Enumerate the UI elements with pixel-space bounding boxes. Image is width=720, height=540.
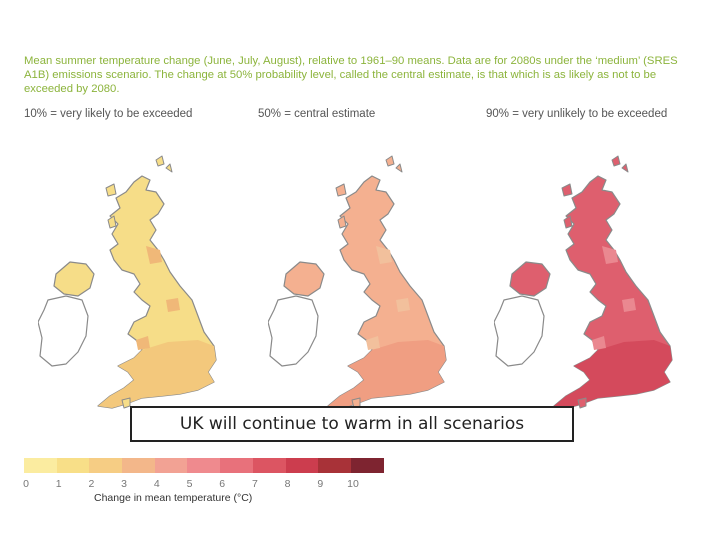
uk-map-10-percent [38, 155, 217, 409]
ireland-outline [38, 295, 89, 367]
island-region [395, 163, 403, 173]
scale-tick-label: 7 [251, 478, 258, 490]
scale-swatch [220, 458, 253, 473]
island-region [611, 155, 621, 167]
uk-map-90-percent [494, 155, 673, 409]
island-region [105, 183, 117, 197]
uk-map-50-percent [268, 155, 447, 409]
island-region [107, 215, 117, 229]
island-region [121, 397, 131, 409]
northern-ireland-region [53, 261, 95, 297]
panel-label-50-percent: 50% = central estimate [258, 108, 376, 120]
map-description: Mean summer temperature change (June, Ju… [24, 55, 678, 95]
southern-england-region [98, 340, 216, 408]
scale-swatch [24, 458, 57, 473]
island-region [621, 163, 629, 173]
island-region [165, 163, 173, 173]
gridcell-patch [136, 336, 150, 350]
scale-swatch [318, 458, 351, 473]
scale-swatch [89, 458, 123, 473]
scale-tick-label: 10 [347, 478, 359, 490]
panel-label-10-percent: 10% = very likely to be exceeded [24, 108, 193, 120]
northern-ireland-region [509, 261, 551, 297]
scale-swatch [56, 458, 90, 473]
scenario-banner: UK will continue to warm in all scenario… [130, 406, 574, 442]
ireland-outline [268, 295, 319, 367]
gridcell-patch [622, 298, 636, 312]
scale-swatch [122, 458, 155, 473]
island-region [561, 183, 573, 197]
scale-title: Change in mean temperature (°C) [94, 492, 253, 504]
gridcell-patch [602, 246, 618, 264]
scale-swatch [187, 458, 221, 473]
island-region [155, 155, 165, 167]
gridcell-patch [146, 246, 162, 264]
island-region [577, 397, 587, 409]
scale-tick-label: 8 [284, 478, 291, 490]
island-region [337, 215, 347, 229]
island-region [385, 155, 395, 167]
scale-swatch [154, 458, 188, 473]
island-region [563, 215, 573, 229]
scale-swatch [252, 458, 286, 473]
scale-tick-label: 2 [88, 478, 95, 490]
scale-tick-label: 1 [55, 478, 62, 490]
scale-tick-label: 9 [317, 478, 324, 490]
scale-tick-label: 5 [186, 478, 193, 490]
ireland-outline [494, 295, 545, 367]
gridcell-patch [592, 336, 606, 350]
panel-label-90-percent: 90% = very unlikely to be exceeded [486, 108, 668, 120]
gridcell-patch [396, 298, 410, 312]
scale-swatch [350, 458, 384, 473]
temperature-color-scale [24, 458, 384, 473]
gridcell-patch [366, 336, 380, 350]
scale-tick-label: 3 [121, 478, 128, 490]
scale-tick-label: 4 [153, 478, 160, 490]
scale-swatch [285, 458, 319, 473]
island-region [335, 183, 347, 197]
scale-tick-labels: 0 1 2 3 4 5 6 7 8 9 10 [20, 478, 360, 492]
northern-ireland-region [283, 261, 325, 297]
scale-tick-label: 6 [219, 478, 226, 490]
southern-england-region [328, 340, 446, 408]
southern-england-region [554, 340, 672, 408]
gridcell-patch [166, 298, 180, 312]
scale-tick-label: 0 [23, 478, 29, 490]
gridcell-patch [376, 246, 392, 264]
